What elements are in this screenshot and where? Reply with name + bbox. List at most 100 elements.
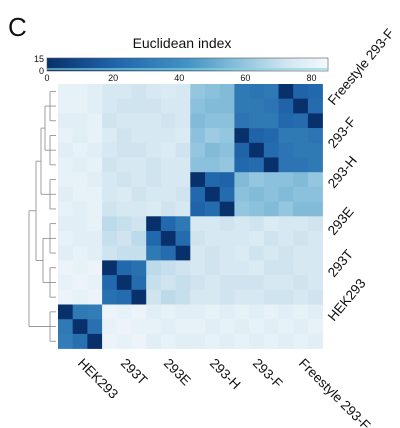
heatmap-cell — [293, 304, 309, 320]
heatmap-cell — [234, 98, 250, 114]
heatmap-cell — [219, 333, 235, 349]
heatmap-cell — [293, 113, 309, 129]
heatmap-cell — [58, 319, 73, 335]
heatmap-cell — [131, 319, 147, 335]
heatmap-cell — [160, 319, 176, 335]
heatmap-cell — [87, 186, 103, 202]
heatmap-cell — [131, 142, 147, 158]
heatmap-cell — [219, 113, 235, 129]
heatmap-cell — [307, 186, 323, 202]
heatmap-cell — [58, 245, 73, 261]
row-label: HEK293 — [325, 276, 369, 324]
heatmap-cell — [234, 157, 250, 173]
heatmap-cell — [160, 157, 176, 173]
heatmap-cell — [205, 128, 220, 144]
heatmap-cell — [116, 304, 132, 320]
colorbar-tick-label: 80 — [306, 73, 316, 83]
heatmap-cell — [131, 260, 147, 276]
heatmap-cell — [175, 245, 191, 261]
heatmap-cell — [307, 172, 323, 188]
heatmap-cell — [249, 98, 265, 114]
heatmap-cell — [102, 186, 118, 202]
heatmap-cell — [205, 172, 220, 188]
heatmap-cell — [234, 142, 250, 158]
heatmap-cell — [219, 98, 235, 114]
heatmap-cell — [146, 304, 162, 320]
heatmap-cell — [234, 333, 250, 349]
heatmap-cell — [131, 231, 147, 246]
heatmap-cell — [87, 231, 103, 246]
heatmap-cell — [58, 113, 73, 129]
heatmap-cell — [278, 304, 294, 320]
heatmap-cell — [146, 142, 162, 158]
heatmap-cell — [58, 216, 73, 232]
heatmap-cell — [278, 113, 294, 129]
heatmap-cell — [234, 128, 250, 144]
heatmap-cell — [116, 289, 132, 305]
heatmap-cell — [116, 172, 132, 188]
heatmap-cell — [293, 260, 309, 276]
heatmap-cell — [307, 113, 323, 129]
heatmap-cell — [293, 172, 309, 188]
colorbar-tick-label: 20 — [108, 73, 118, 83]
heatmap-cell — [116, 98, 132, 114]
heatmap-cell — [131, 216, 147, 232]
heatmap-cell — [146, 245, 162, 261]
heatmap-cell — [219, 260, 235, 276]
heatmap-cell — [87, 201, 103, 217]
heatmap-cell — [58, 84, 73, 99]
heatmap-cell — [160, 304, 176, 320]
heatmap-cell — [263, 84, 279, 99]
heatmap-cell — [190, 304, 206, 320]
heatmap-cell — [219, 201, 235, 217]
heatmap-cell — [263, 304, 279, 320]
heatmap-cell — [293, 275, 309, 291]
heatmap-cell — [278, 157, 294, 173]
heatmap-cell — [72, 172, 88, 188]
heatmap-cell — [219, 157, 235, 173]
heatmap-cell — [58, 260, 73, 276]
heatmap-cell — [146, 289, 162, 305]
heatmap-cell — [116, 245, 132, 261]
heatmap-cell — [72, 128, 88, 144]
heatmap-cell — [249, 186, 265, 202]
heatmap-cell — [87, 319, 103, 335]
heatmap-cell — [249, 172, 265, 188]
heatmap-cell — [175, 172, 191, 188]
heatmap-cell — [307, 128, 323, 144]
heatmap-cell — [102, 216, 118, 232]
panel-label: C — [8, 12, 27, 42]
heatmap-cell — [205, 142, 220, 158]
heatmap-cell — [87, 157, 103, 173]
heatmap-cell — [263, 201, 279, 217]
heatmap-cell — [160, 275, 176, 291]
row-label: 293T — [325, 247, 356, 280]
heatmap-cell — [249, 231, 265, 246]
heatmap-cell — [190, 128, 206, 144]
heatmap-cell — [190, 142, 206, 158]
column-label: Freestyle 293-F — [296, 356, 373, 428]
heatmap-cell — [116, 319, 132, 335]
heatmap-cell — [160, 216, 176, 232]
heatmap-cell — [160, 128, 176, 144]
heatmap-cell — [263, 245, 279, 261]
colorbar-tick-label: 0 — [44, 73, 49, 83]
heatmap-cell — [234, 260, 250, 276]
heatmap-cell — [249, 304, 265, 320]
heatmap-cell — [234, 304, 250, 320]
heatmap-cell — [58, 172, 73, 188]
heatmap-cell — [87, 142, 103, 158]
heatmap-cell — [102, 142, 118, 158]
heatmap-cell — [219, 304, 235, 320]
heatmap-cell — [278, 319, 294, 335]
heatmap-cell — [175, 142, 191, 158]
heatmap-cell — [219, 319, 235, 335]
heatmap-cell — [205, 98, 220, 114]
heatmap-cell — [190, 98, 206, 114]
heatmap-cell — [249, 333, 265, 349]
heatmap-cell — [278, 84, 294, 99]
heatmap-cell — [72, 245, 88, 261]
heatmap-cell — [190, 157, 206, 173]
heatmap-cell — [160, 142, 176, 158]
heatmap-cell — [146, 186, 162, 202]
